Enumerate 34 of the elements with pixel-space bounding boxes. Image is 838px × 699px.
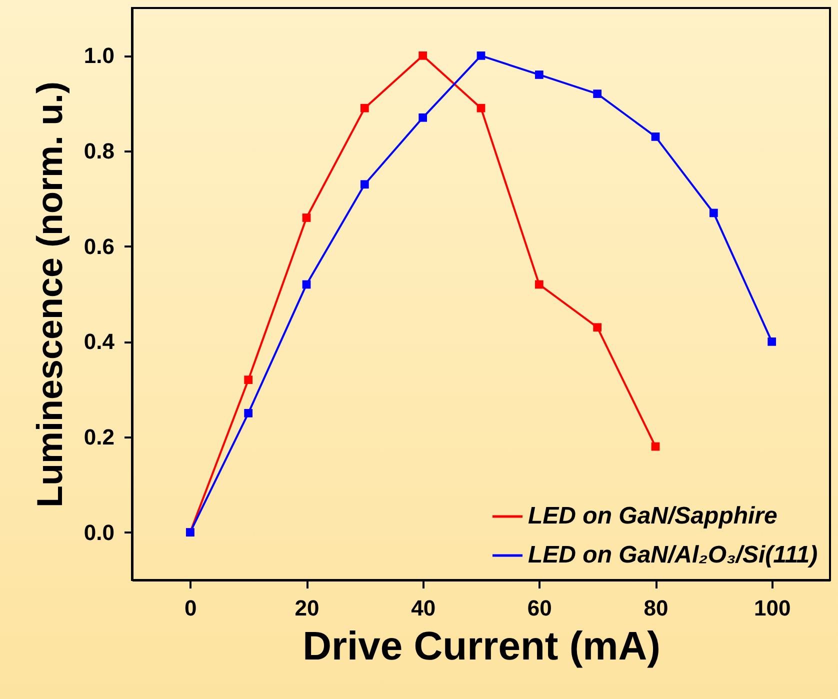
y-tick-label: 0.0: [84, 520, 114, 545]
point: [534, 280, 544, 289]
x-tick-label: 40: [411, 596, 436, 620]
point: [302, 280, 311, 289]
x-tick-label: 80: [644, 596, 668, 620]
x-axis-title: Drive Current (mA): [302, 624, 660, 668]
y-tick-label: 0.6: [84, 234, 114, 259]
point: [534, 70, 544, 79]
point: [302, 214, 311, 222]
x-tick-label: 20: [294, 596, 320, 620]
y-tick-label: 0.8: [84, 138, 114, 164]
point: [651, 132, 660, 141]
point: [651, 442, 660, 451]
x-tick-label: 0: [184, 596, 197, 620]
point: [476, 51, 486, 60]
point: [709, 208, 718, 218]
point: [244, 376, 253, 384]
point: [593, 323, 602, 332]
point: [244, 408, 253, 418]
point: [593, 90, 602, 98]
y-tick-label: 0.4: [84, 329, 116, 354]
y-tick-label: 0.2: [84, 424, 114, 450]
point: [476, 104, 486, 112]
point: [418, 113, 428, 122]
y-axis-title: Luminescence (norm. u.): [28, 81, 70, 508]
point: [418, 51, 428, 60]
point: [360, 180, 369, 189]
legend-label: LED on GaN/Al₂O₃/Si(111): [528, 542, 818, 568]
y-tick-label: 1.0: [84, 43, 114, 68]
point: [768, 337, 776, 346]
x-tick-label: 60: [527, 596, 552, 620]
legend-label: LED on GaN/Sapphire: [528, 502, 778, 530]
x-tick-label: 100: [754, 596, 791, 620]
point: [360, 104, 369, 112]
